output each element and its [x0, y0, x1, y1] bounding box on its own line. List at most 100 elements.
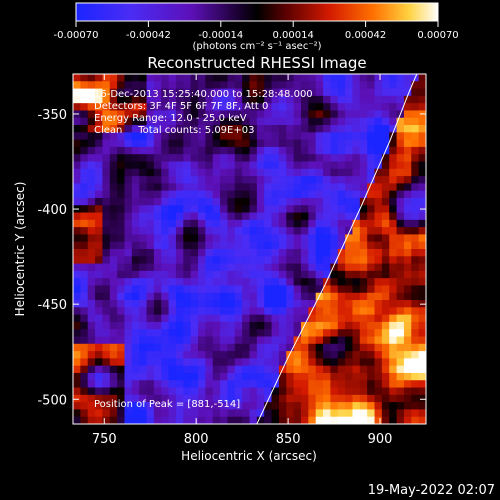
- annotation-time: 16-Dec-2013 15:25:40.000 to 15:28:48.000: [94, 89, 313, 100]
- heatmap-cell: [337, 249, 346, 257]
- heatmap-cell: [124, 372, 133, 381]
- heatmap-cell: [418, 81, 426, 90]
- heatmap-cell: [330, 336, 339, 345]
- heatmap-cell: [374, 314, 383, 323]
- heatmap-cell: [131, 81, 140, 90]
- heatmap-cell: [403, 416, 412, 424]
- heatmap-cell: [139, 197, 148, 206]
- heatmap-cell: [153, 81, 162, 90]
- heatmap-cell: [411, 372, 420, 381]
- heatmap-cell: [109, 416, 118, 424]
- heatmap-cell: [367, 336, 376, 345]
- heatmap-cell: [315, 387, 324, 396]
- heatmap-cell: [139, 183, 148, 192]
- heatmap-cell: [300, 74, 309, 82]
- heatmap-cell: [198, 212, 206, 221]
- heatmap-cell: [205, 227, 214, 236]
- heatmap-cell: [190, 190, 199, 199]
- heatmap-cell: [139, 278, 148, 287]
- heatmap-cell: [146, 343, 155, 352]
- heatmap-cell: [139, 270, 148, 279]
- heatmap-cell: [212, 292, 221, 301]
- heatmap-cell: [87, 394, 96, 403]
- heatmap-cell: [220, 343, 229, 352]
- heatmap-cell: [80, 365, 89, 374]
- heatmap-cell: [190, 88, 199, 97]
- heatmap-cell: [153, 278, 162, 287]
- heatmap-cell: [411, 197, 420, 206]
- heatmap-cell: [109, 234, 118, 243]
- heatmap-cell: [242, 394, 251, 403]
- heatmap-cell: [271, 205, 280, 214]
- heatmap-cell: [168, 168, 177, 177]
- heatmap-cell: [220, 372, 229, 381]
- heatmap-cell: [359, 227, 368, 236]
- heatmap-cell: [80, 183, 89, 192]
- heatmap-cell: [175, 95, 184, 104]
- heatmap-cell: [381, 336, 390, 345]
- heatmap-cell: [374, 110, 383, 119]
- heatmap-cell: [352, 81, 361, 90]
- heatmap-cell: [95, 292, 104, 301]
- heatmap-cell: [330, 351, 339, 359]
- heatmap-cell: [403, 117, 412, 126]
- heatmap-cell: [146, 125, 155, 133]
- heatmap-cell: [264, 372, 273, 381]
- heatmap-cell: [396, 409, 405, 418]
- heatmap-cell: [95, 336, 104, 345]
- heatmap-cell: [286, 416, 295, 424]
- heatmap-cell: [73, 154, 81, 163]
- heatmap-cell: [271, 219, 280, 228]
- heatmap-cell: [131, 125, 140, 133]
- heatmap-cell: [124, 336, 133, 345]
- heatmap-cell: [124, 351, 133, 359]
- heatmap-cell: [293, 139, 302, 148]
- heatmap-cell: [102, 95, 111, 104]
- heatmap-cell: [418, 321, 426, 330]
- heatmap-cell: [95, 249, 104, 257]
- heatmap-cell: [381, 234, 390, 243]
- heatmap-cell: [175, 263, 184, 272]
- heatmap-cell: [345, 358, 354, 367]
- heatmap-cell: [264, 176, 273, 184]
- heatmap-cell: [124, 95, 133, 104]
- heatmap-cell: [315, 190, 324, 199]
- heatmap-cell: [95, 176, 104, 184]
- heatmap-cell: [367, 154, 376, 163]
- heatmap-cell: [352, 139, 361, 148]
- heatmap-cell: [337, 95, 346, 104]
- heatmap-cell: [256, 358, 265, 367]
- heatmap-cell: [367, 197, 376, 206]
- heatmap-cell: [117, 125, 126, 133]
- heatmap-cell: [374, 241, 383, 250]
- heatmap-cell: [95, 227, 104, 236]
- heatmap-cell: [264, 336, 273, 345]
- heatmap-cell: [411, 380, 420, 389]
- heatmap-cell: [234, 292, 243, 301]
- heatmap-cell: [117, 365, 126, 374]
- heatmap-cell: [264, 343, 273, 352]
- heatmap-cell: [190, 168, 199, 177]
- heatmap-cell: [389, 321, 398, 330]
- heatmap-cell: [300, 219, 309, 228]
- heatmap-cell: [220, 227, 229, 236]
- heatmap-cell: [264, 110, 273, 119]
- heatmap-cell: [278, 336, 287, 345]
- heatmap-cell: [411, 285, 420, 294]
- heatmap-cell: [256, 380, 265, 389]
- heatmap-cell: [286, 241, 295, 250]
- heatmap-cell: [198, 132, 206, 141]
- heatmap-cell: [242, 146, 251, 155]
- heatmap-cell: [109, 227, 118, 236]
- heatmap-cell: [190, 139, 199, 148]
- heatmap-cell: [374, 270, 383, 279]
- heatmap-cell: [205, 161, 214, 170]
- heatmap-cell: [102, 249, 111, 257]
- heatmap-cell: [264, 380, 273, 389]
- heatmap-cell: [330, 270, 339, 279]
- heatmap-cell: [374, 416, 383, 424]
- heatmap-cell: [330, 168, 339, 177]
- heatmap-cell: [161, 117, 170, 126]
- heatmap-cell: [286, 249, 295, 257]
